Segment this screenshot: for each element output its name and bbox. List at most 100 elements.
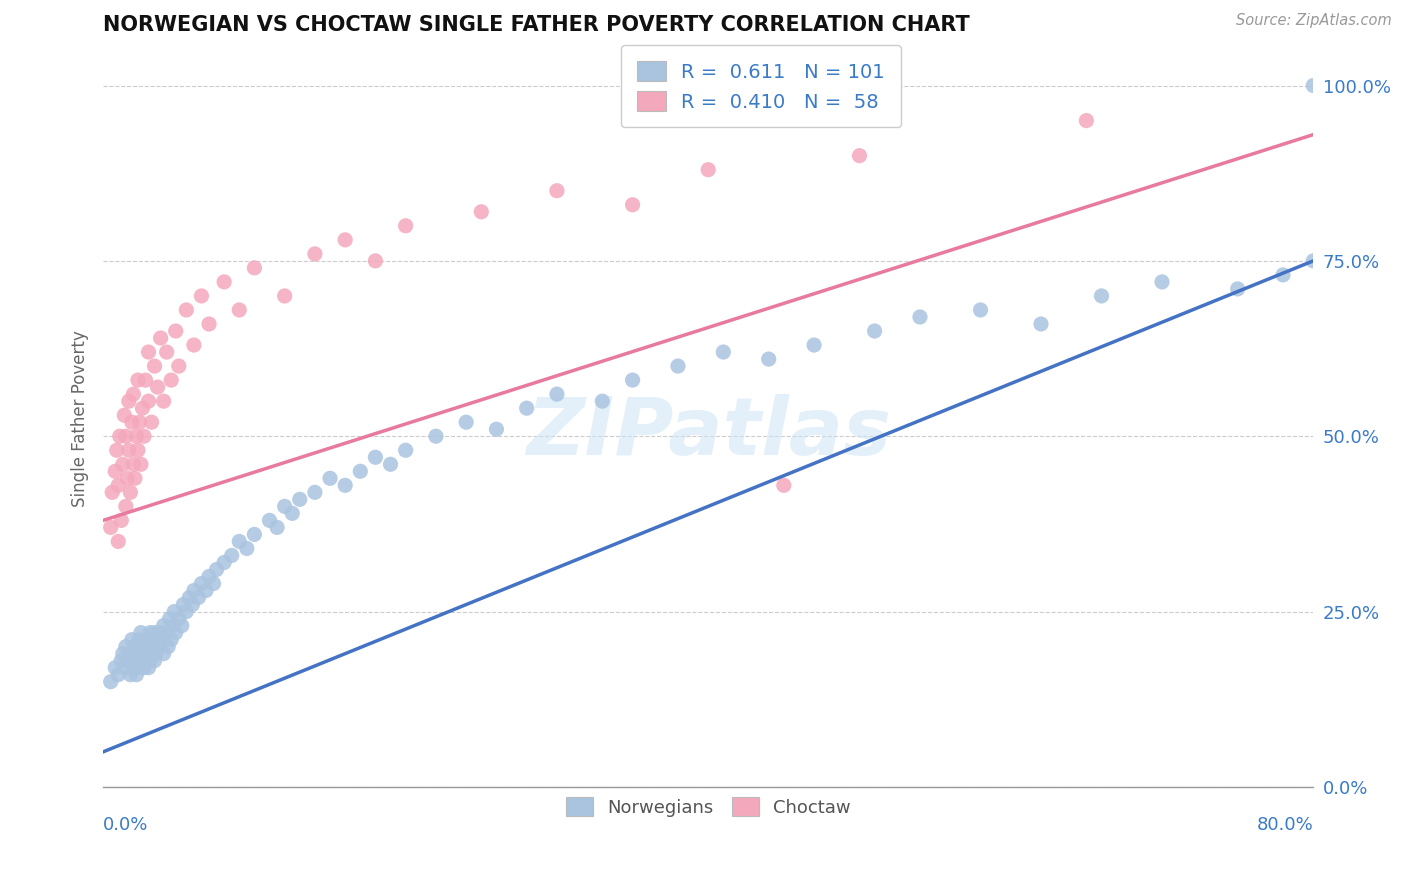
Point bbox=[122, 654, 145, 668]
Point bbox=[1302, 253, 1324, 268]
Text: 0.0%: 0.0% bbox=[103, 816, 149, 834]
Point bbox=[1150, 275, 1173, 289]
Point bbox=[156, 625, 179, 640]
Text: ZIPatlas: ZIPatlas bbox=[526, 394, 891, 473]
Point bbox=[138, 640, 160, 654]
Point bbox=[132, 429, 155, 443]
Point bbox=[120, 485, 142, 500]
Point bbox=[111, 647, 134, 661]
Point bbox=[181, 598, 204, 612]
Point bbox=[132, 640, 155, 654]
Point bbox=[591, 394, 613, 409]
Point bbox=[159, 611, 181, 625]
Point bbox=[1076, 113, 1098, 128]
Point bbox=[128, 632, 150, 647]
Point bbox=[212, 556, 235, 570]
Point bbox=[131, 401, 153, 416]
Point bbox=[364, 450, 387, 465]
Point bbox=[138, 661, 160, 675]
Point bbox=[190, 289, 212, 303]
Point bbox=[485, 422, 508, 436]
Point bbox=[107, 478, 129, 492]
Point bbox=[136, 647, 159, 661]
Point bbox=[132, 661, 155, 675]
Point bbox=[129, 654, 152, 668]
Point bbox=[202, 576, 225, 591]
Point bbox=[160, 632, 183, 647]
Point bbox=[104, 464, 127, 478]
Point bbox=[114, 640, 136, 654]
Point bbox=[127, 443, 149, 458]
Point bbox=[138, 345, 160, 359]
Point bbox=[122, 661, 145, 675]
Point bbox=[425, 429, 447, 443]
Point bbox=[134, 632, 156, 647]
Point bbox=[1029, 317, 1052, 331]
Point bbox=[127, 640, 149, 654]
Point bbox=[107, 667, 129, 681]
Point bbox=[104, 661, 127, 675]
Point bbox=[183, 583, 205, 598]
Point bbox=[167, 611, 190, 625]
Point bbox=[1090, 289, 1112, 303]
Point bbox=[170, 618, 193, 632]
Point bbox=[134, 654, 156, 668]
Point bbox=[470, 204, 492, 219]
Point bbox=[162, 618, 184, 632]
Point bbox=[198, 317, 221, 331]
Point bbox=[304, 247, 326, 261]
Point bbox=[124, 640, 146, 654]
Point bbox=[333, 233, 356, 247]
Point bbox=[117, 471, 139, 485]
Point bbox=[128, 415, 150, 429]
Point bbox=[333, 478, 356, 492]
Point bbox=[149, 331, 172, 345]
Point bbox=[141, 415, 163, 429]
Point bbox=[281, 507, 304, 521]
Point bbox=[148, 640, 170, 654]
Point bbox=[165, 324, 187, 338]
Point bbox=[150, 632, 173, 647]
Point bbox=[105, 443, 128, 458]
Point bbox=[143, 359, 166, 373]
Point bbox=[969, 302, 991, 317]
Point bbox=[134, 373, 156, 387]
Point bbox=[364, 253, 387, 268]
Point bbox=[243, 527, 266, 541]
Y-axis label: Single Father Poverty: Single Father Poverty bbox=[72, 330, 89, 507]
Point bbox=[152, 618, 174, 632]
Legend: Norwegians, Choctaw: Norwegians, Choctaw bbox=[553, 785, 863, 830]
Point bbox=[138, 394, 160, 409]
Point bbox=[621, 373, 644, 387]
Point bbox=[273, 500, 295, 514]
Point bbox=[259, 513, 281, 527]
Point bbox=[183, 338, 205, 352]
Point bbox=[143, 654, 166, 668]
Point bbox=[349, 464, 371, 478]
Point bbox=[114, 500, 136, 514]
Point bbox=[395, 443, 418, 458]
Point bbox=[122, 457, 145, 471]
Point bbox=[803, 338, 825, 352]
Point bbox=[146, 632, 169, 647]
Point bbox=[205, 562, 228, 576]
Point bbox=[117, 654, 139, 668]
Point bbox=[121, 632, 143, 647]
Point bbox=[129, 457, 152, 471]
Point bbox=[546, 387, 568, 401]
Point bbox=[114, 429, 136, 443]
Point bbox=[157, 640, 180, 654]
Point bbox=[139, 625, 162, 640]
Point bbox=[228, 534, 250, 549]
Point bbox=[711, 345, 734, 359]
Point bbox=[120, 647, 142, 661]
Text: NORWEGIAN VS CHOCTAW SINGLE FATHER POVERTY CORRELATION CHART: NORWEGIAN VS CHOCTAW SINGLE FATHER POVER… bbox=[103, 15, 970, 35]
Point bbox=[516, 401, 538, 416]
Point bbox=[124, 471, 146, 485]
Point bbox=[156, 345, 179, 359]
Point bbox=[167, 359, 190, 373]
Point bbox=[1226, 282, 1249, 296]
Point bbox=[129, 625, 152, 640]
Point bbox=[165, 625, 187, 640]
Point bbox=[697, 162, 720, 177]
